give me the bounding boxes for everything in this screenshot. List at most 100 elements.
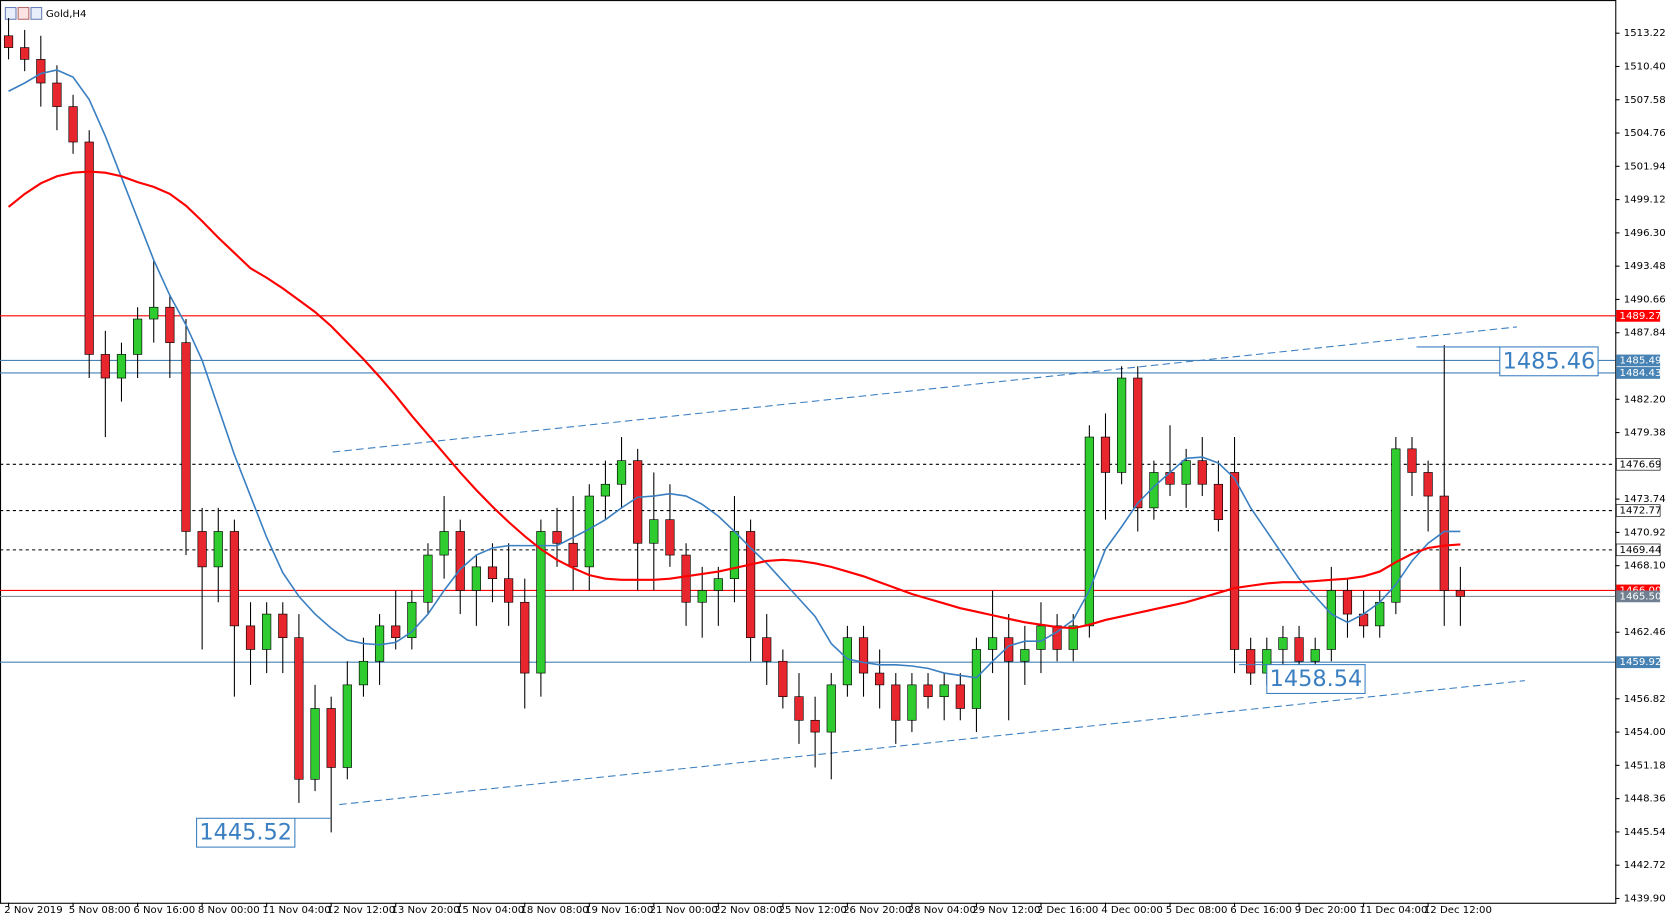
level-label-bg [1615,504,1661,517]
candle-body [1068,625,1078,650]
candle-body [487,566,498,579]
candle-body [536,531,546,674]
level-label: 1459.92 [1620,657,1662,668]
candle-body [1439,495,1449,591]
y-tick-label: 1456.82 [1624,694,1666,705]
candle-body [278,613,288,638]
candle-body [439,531,449,556]
y-tick-label: 1442.72 [1624,860,1666,871]
candle-body [1229,472,1240,650]
candle-body [1326,590,1336,650]
candle-body [794,696,804,721]
y-tick-label: 1499.12 [1624,195,1666,206]
candle-body [245,625,256,650]
candle-body [229,531,239,627]
candle-body [133,318,143,355]
y-tick-label: 1470.92 [1624,527,1666,538]
chart-title: Gold,H4 [46,9,87,20]
candle-body [36,59,46,84]
candle-body [149,306,159,320]
level-label-bg [1616,590,1661,603]
y-tick-label: 1473.74 [1624,494,1666,505]
candle-body [762,637,772,662]
candle-body [552,531,562,544]
y-tick-label: 1482.20 [1624,394,1666,405]
candle-body [939,684,949,698]
candle-body [955,684,965,709]
candle-body [455,531,465,591]
x-tick-label: 5 Nov 08:00 [69,905,131,916]
candle-body [616,460,627,485]
candle-body [1310,649,1320,662]
candle-body [1246,649,1256,674]
x-tick-label: 5 Dec 08:00 [1166,905,1228,916]
candle-body [858,637,869,674]
candle-body [342,684,352,768]
candle-body [504,578,514,603]
x-tick-label: 6 Nov 16:00 [133,905,195,916]
candle-body [1100,436,1111,473]
candle-body [1133,377,1143,509]
annotation-label: 1445.52 [199,820,292,846]
candle-body [633,460,643,544]
x-tick-label: 29 Nov 12:00 [972,905,1040,916]
candle-body [810,719,820,733]
candle-body [907,684,917,721]
candle-body [358,660,369,686]
x-tick-label: 2 Dec 16:00 [1037,905,1099,916]
x-tick-label: 11 Dec 04:00 [1359,905,1427,916]
level-label-bg [1616,354,1661,367]
x-tick-label: 12 Nov 12:00 [327,905,395,916]
x-tick-label: 18 Nov 08:00 [520,905,588,916]
y-tick-label: 1451.18 [1624,760,1666,771]
candle-body [1375,601,1385,627]
x-tick-label: 21 Nov 00:00 [650,905,718,916]
level-label: 1476.69 [1620,459,1662,470]
candle-body [3,35,14,48]
y-tick-label: 1448.36 [1624,794,1666,805]
y-tick-label: 1501.94 [1624,161,1666,172]
y-tick-label: 1513.22 [1624,28,1666,39]
annotation-label: 1485.46 [1503,348,1596,374]
candle-body [746,531,756,638]
candle-body [891,684,901,721]
x-tick-label: 4 Dec 00:00 [1101,905,1163,916]
candle-body [100,354,110,379]
candle-body [326,708,336,768]
x-tick-label: 2 Nov 2019 [4,905,62,916]
candle-body [1407,448,1417,473]
y-tick-label: 1507.58 [1624,95,1666,106]
plot-area [0,18,1616,833]
moving-average-line [7,170,1461,630]
candle-body [423,554,433,603]
candle-body [1278,637,1288,650]
x-tick-label: 12 Dec 12:00 [1424,905,1492,916]
candle-body [826,684,836,733]
x-tick-label: 28 Nov 04:00 [908,905,976,916]
candle-body [697,590,707,603]
candle-body [20,47,30,60]
candle-body [181,342,191,532]
candle-body [294,637,304,780]
level-label: 1484.43 [1620,368,1662,379]
candle-body [600,483,611,497]
level-label-bg [1616,656,1661,669]
level-label: 1489.27 [1620,311,1662,322]
candle-body [1342,590,1353,615]
candle-body [116,354,127,379]
level-label: 1472.77 [1620,506,1662,517]
candle-body [729,531,740,579]
trend-line [339,680,1525,806]
level-label-bg [1616,309,1661,322]
candle-body [310,708,320,780]
level-label-bg [1616,367,1661,379]
candle-body [1294,637,1304,662]
level-label: 1485.49 [1620,355,1662,366]
x-tick-label: 8 Nov 00:00 [198,905,260,916]
candle-body [778,660,788,698]
level-label-bg [1615,458,1661,471]
candle-body [842,637,852,686]
candle-body [649,519,659,544]
candle-body [262,613,272,650]
